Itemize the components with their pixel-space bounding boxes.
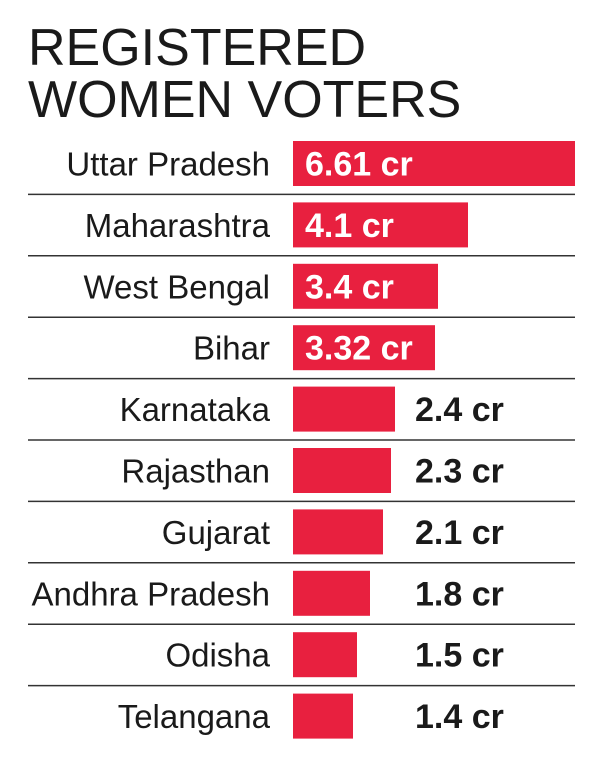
data-label: 2.1 cr (415, 514, 504, 552)
data-label: 3.32 cr (305, 330, 413, 368)
data-label: 2.3 cr (415, 453, 504, 491)
category-label: Karnataka (120, 391, 271, 428)
category-label: West Bengal (84, 268, 271, 305)
bar (293, 693, 353, 739)
category-label: Gujarat (162, 514, 270, 551)
data-label: 4.1 cr (305, 207, 394, 245)
bar (293, 570, 370, 616)
bar (293, 386, 395, 432)
chart-title-line-2: WOMEN VOTERS (28, 71, 462, 129)
category-label: Odisha (165, 637, 270, 674)
bar (293, 325, 435, 371)
category-label: Maharashtra (85, 207, 271, 244)
data-label: 6.61 cr (305, 146, 413, 184)
category-label: Uttar Pradesh (66, 146, 270, 183)
data-label: 1.4 cr (415, 698, 504, 736)
chart-title: REGISTERED WOMEN VOTERS (28, 22, 461, 126)
data-label: 3.4 cr (305, 268, 394, 306)
category-label: Bihar (193, 330, 270, 367)
bar (293, 202, 468, 248)
bar (293, 632, 357, 678)
data-label: 2.4 cr (415, 391, 504, 429)
data-label: 1.5 cr (415, 637, 504, 675)
chart-title-line-1: REGISTERED (28, 19, 367, 77)
data-label: 1.8 cr (415, 575, 504, 613)
bar (293, 509, 383, 555)
category-label: Rajasthan (121, 453, 270, 490)
bar (293, 141, 575, 186)
bar (293, 263, 438, 309)
bar (293, 448, 391, 493)
category-label: Telangana (118, 698, 271, 735)
category-label: Andhra Pradesh (32, 575, 271, 612)
